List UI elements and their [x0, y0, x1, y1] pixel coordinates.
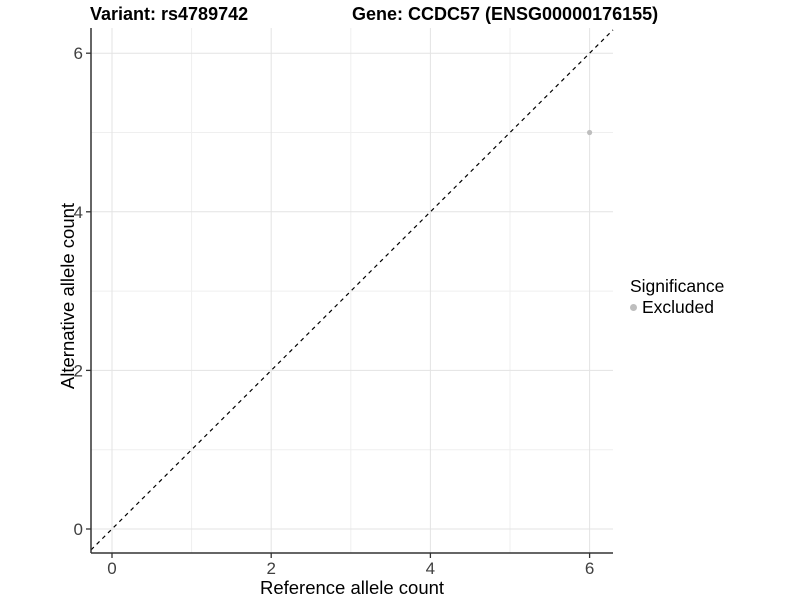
x-axis-tick-label: 4: [426, 559, 435, 578]
legend: Significance Excluded: [630, 276, 724, 317]
legend-item-label: Excluded: [642, 297, 714, 317]
legend-item-excluded: Excluded: [630, 297, 724, 317]
identity-dashed-line: [90, 29, 614, 551]
x-axis-tick-label: 2: [266, 559, 275, 578]
legend-point-icon: [630, 303, 637, 311]
x-axis-tick-label: 0: [107, 559, 116, 578]
y-axis-title: Alternative allele count: [57, 202, 78, 390]
gene-title: Gene: CCDC57 (ENSG00000176155): [352, 4, 659, 24]
legend-title: Significance: [630, 276, 725, 296]
data-point: [587, 129, 593, 136]
y-axis-tick-label: 0: [74, 520, 83, 539]
y-axis-tick-label: 4: [74, 203, 83, 222]
variant-title: Variant: rs4789742: [90, 4, 249, 24]
x-axis-title: Reference allele count: [259, 577, 445, 598]
x-axis-tick-label: 6: [585, 559, 594, 578]
y-axis-tick-label: 2: [74, 361, 83, 380]
y-axis-tick-label: 6: [74, 44, 83, 63]
